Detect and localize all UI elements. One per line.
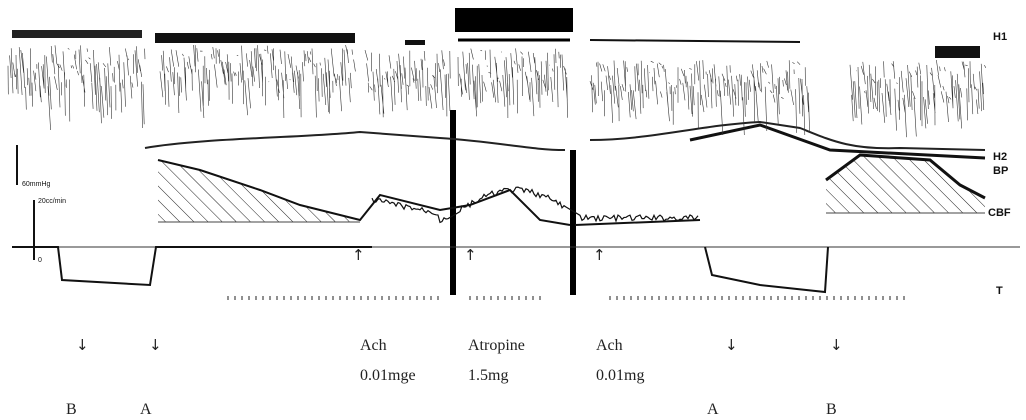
t-trace xyxy=(12,247,828,292)
traces: ↑ ↑ ↑ xyxy=(8,8,1020,300)
marker-arrow: ↓ xyxy=(830,336,843,354)
bp-trace xyxy=(145,122,985,150)
trace-label: H1 xyxy=(993,31,1007,43)
drug-dose: 0.01mg xyxy=(596,367,644,384)
marker-label: A xyxy=(140,401,152,418)
separator xyxy=(570,150,576,295)
marker-label: A xyxy=(707,401,719,418)
atropine-block xyxy=(455,8,573,32)
h1-noise xyxy=(690,60,810,135)
injection-tick: ↑ xyxy=(352,246,365,264)
h1-band xyxy=(590,40,800,42)
marker-label: B xyxy=(66,401,77,418)
scale-label: 0 xyxy=(38,257,42,264)
h1-band xyxy=(155,33,355,43)
marker-arrow: ↓ xyxy=(725,336,738,354)
trace-label: H2 xyxy=(993,151,1007,163)
drug-name: Ach xyxy=(596,337,623,354)
injection-tick: ↑ xyxy=(464,246,477,264)
h1-noise xyxy=(55,45,145,128)
h1-band xyxy=(935,46,980,58)
h1-noise xyxy=(365,50,450,117)
h1-noise xyxy=(850,60,986,137)
h1-noise xyxy=(590,61,692,125)
scale-label: 20cc/min xyxy=(38,198,66,205)
drug-name: Atropine xyxy=(468,337,525,354)
marker-arrow: ↓ xyxy=(76,336,89,354)
h1-noise xyxy=(8,46,57,130)
injection-tick: ↑ xyxy=(593,246,606,264)
scale-label: 60mmHg xyxy=(22,181,51,188)
marker-arrow: ↓ xyxy=(149,336,162,354)
recording-figure: ↑ ↑ ↑ H1 H2 BP CBF T 60mmHg 20cc/min 0 ↓… xyxy=(0,0,1026,420)
trace-label: BP xyxy=(993,165,1008,177)
trace-label: CBF xyxy=(988,207,1011,219)
drug-name: Ach xyxy=(360,337,387,354)
drug-dose: 1.5mg xyxy=(468,367,508,384)
separator xyxy=(450,110,456,295)
h1-band xyxy=(12,30,142,38)
h1-noise xyxy=(458,48,568,118)
marker-label: B xyxy=(826,401,837,418)
drug-dose: 0.01mge xyxy=(360,367,416,384)
h1-band xyxy=(405,40,425,45)
h1-noise xyxy=(160,45,355,118)
trace-label: T xyxy=(996,285,1003,297)
